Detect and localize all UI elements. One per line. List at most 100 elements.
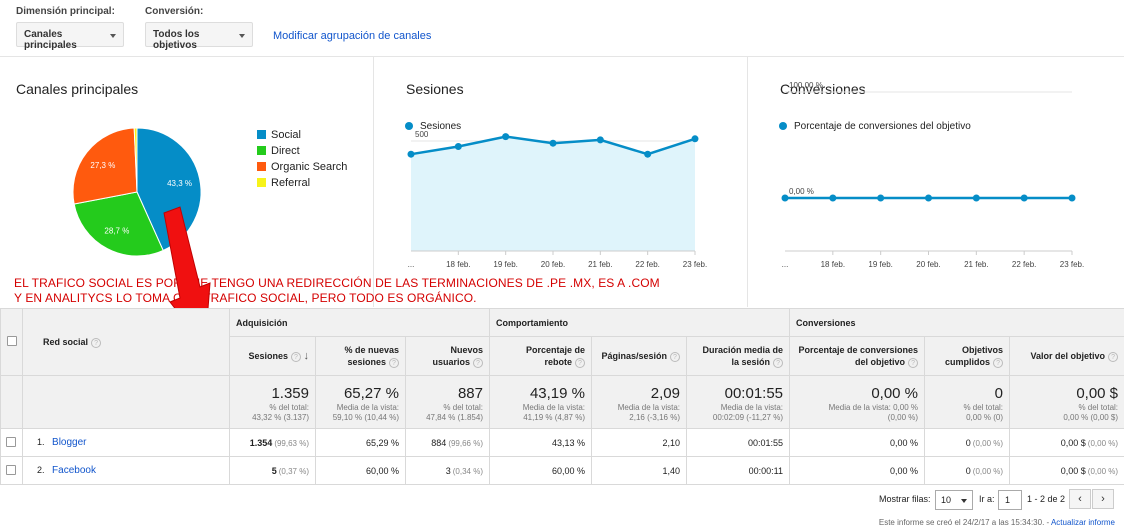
help-icon[interactable]: ? bbox=[91, 337, 102, 348]
pie-title: Canales principales bbox=[16, 81, 139, 97]
col-header-label: % de nuevas sesiones bbox=[344, 345, 399, 367]
series-point bbox=[596, 136, 604, 144]
sessions-series-label[interactable]: Sesiones bbox=[405, 121, 461, 132]
legend-label: Direct bbox=[271, 145, 300, 157]
select-all-checkbox[interactable] bbox=[7, 335, 17, 346]
legend-label: Social bbox=[271, 129, 301, 141]
pie-slice bbox=[73, 191, 164, 257]
row-name-link[interactable]: Blogger bbox=[52, 437, 87, 448]
legend-item-organic[interactable]: Organic Search bbox=[257, 161, 347, 173]
next-page-button[interactable]: › bbox=[1092, 489, 1114, 509]
col-header-new-users[interactable]: Nuevos usuarios? bbox=[405, 336, 490, 376]
conversion-dropdown[interactable]: Todos los objetivos bbox=[145, 22, 253, 51]
row-name-link[interactable]: Facebook bbox=[52, 465, 96, 476]
page-range: 1 - 2 de 2 bbox=[1027, 494, 1066, 504]
help-icon[interactable]: ? bbox=[1108, 351, 1119, 362]
total-cell: 00:01:55 Media de la vista: 00:02:09 (-11,… bbox=[685, 375, 791, 429]
cell-sessions: 5 (0,37 %) bbox=[229, 456, 316, 485]
cell-new-sessions: 65,29 % bbox=[315, 428, 406, 457]
total-sub: Media de la vista: bbox=[522, 403, 585, 412]
row-checkbox[interactable] bbox=[6, 436, 16, 447]
select-all-cell bbox=[0, 308, 23, 376]
x-tick-label: 18 feb. bbox=[821, 260, 845, 269]
total-value: 887 bbox=[457, 385, 483, 402]
help-icon[interactable]: ? bbox=[290, 351, 301, 362]
total-sub: (0,00 %) bbox=[887, 413, 919, 422]
legend-item-direct[interactable]: Direct bbox=[257, 145, 300, 157]
col-header-new-sessions[interactable]: % de nuevas sesiones? bbox=[315, 336, 406, 376]
rows-select[interactable]: 10 bbox=[935, 490, 973, 510]
legend-item-referral[interactable]: Referral bbox=[257, 177, 310, 189]
cell-pages: 1,40 bbox=[591, 456, 687, 485]
annotation-line-1: EL TRAFICO SOCIAL ES PORQUE TENGO UNA RE… bbox=[14, 276, 660, 290]
cell-value: 5 bbox=[271, 465, 277, 476]
cell-value: 3 bbox=[445, 465, 451, 476]
x-tick-label: 22 feb. bbox=[1012, 260, 1036, 269]
totals-blank bbox=[22, 375, 230, 429]
legend-label: Referral bbox=[271, 177, 311, 189]
pie-slice-label: 28,7 % bbox=[104, 227, 129, 236]
annotation-line-2: Y EN ANALITYCS LO TOMA CON TRAFICO SOCIA… bbox=[14, 291, 477, 305]
total-sub: % del total: bbox=[443, 403, 483, 412]
col-header-pages[interactable]: Páginas/sesión? bbox=[591, 336, 687, 376]
dimension-header[interactable]: Red social? bbox=[22, 308, 230, 376]
help-icon[interactable]: ? bbox=[670, 351, 680, 362]
chevron-down-icon bbox=[239, 34, 245, 38]
modify-grouping-link[interactable]: Modificar agrupación de canales bbox=[273, 30, 432, 42]
col-header-duration[interactable]: Duración media de la sesión? bbox=[685, 336, 791, 376]
col-header-goals[interactable]: Objetivos cumplidos? bbox=[924, 336, 1011, 376]
help-icon[interactable]: ? bbox=[993, 357, 1004, 368]
row-index: 1. bbox=[37, 437, 45, 447]
help-icon[interactable]: ? bbox=[908, 357, 919, 368]
pie-slice-label: 43,3 % bbox=[167, 179, 192, 188]
total-value: 0,00 % bbox=[871, 385, 919, 402]
legend-item-social[interactable]: Social bbox=[257, 129, 301, 141]
col-header-bounce[interactable]: Porcentaje de rebote? bbox=[489, 336, 592, 376]
x-tick-label: 21 feb. bbox=[588, 260, 612, 269]
total-sub: 43,32 % (3.137) bbox=[252, 413, 309, 422]
row-checkbox[interactable] bbox=[6, 464, 16, 475]
report-note: Este informe se creó el 24/2/17 a las 15… bbox=[878, 518, 1050, 527]
total-sub: Media de la vista: bbox=[720, 403, 784, 412]
col-header-conv-rate[interactable]: Porcentaje de conversiones del objetivo? bbox=[789, 336, 926, 376]
group-header-acquisition: Adquisición bbox=[229, 308, 490, 337]
cell-pct: (0,37 %) bbox=[278, 466, 309, 476]
col-header-sessions[interactable]: Sesiones? ↓ bbox=[229, 336, 316, 376]
conversions-chart: 100,00 % 0,00 %... 18 feb. 19 feb. 20 feb. 21… bbox=[781, 81, 1084, 269]
total-sub: 00:02:09 (-11,27 %) bbox=[712, 413, 784, 422]
primary-dimension-label: Dimensión principal: bbox=[16, 6, 115, 17]
legend-swatch bbox=[257, 162, 266, 171]
cell-value: 0 bbox=[965, 437, 971, 448]
prev-page-button[interactable]: ‹ bbox=[1069, 489, 1091, 509]
col-header-goal-value[interactable]: Valor del objetivo? bbox=[1009, 336, 1124, 376]
col-header-label: Sesiones bbox=[248, 351, 288, 361]
cell-goal-value: 0,00 $ (0,00 %) bbox=[1009, 428, 1124, 457]
row-dimension: 2. Facebook bbox=[22, 456, 230, 485]
rows-label: Mostrar filas: bbox=[879, 494, 931, 504]
help-icon[interactable]: ? bbox=[575, 357, 585, 368]
x-tick-label: 23 feb. bbox=[1060, 260, 1084, 269]
y-tick-label: 100,00 % bbox=[789, 81, 823, 90]
refresh-report-link[interactable]: Actualizar informe bbox=[1050, 518, 1115, 527]
group-header-behavior: Comportamiento bbox=[488, 308, 791, 337]
total-sub: % del total: bbox=[963, 403, 1004, 412]
help-icon[interactable]: ? bbox=[773, 357, 784, 368]
cell-pct: (99,66 %) bbox=[448, 438, 483, 448]
cell-pct: (0,00 %) bbox=[972, 438, 1004, 448]
annotation-text: EL TRAFICO SOCIAL ES PORQUE TENGO UNA RE… bbox=[14, 276, 660, 306]
help-icon[interactable]: ? bbox=[389, 357, 399, 368]
conversions-series-label[interactable]: Porcentaje de conversiones del objetivo bbox=[779, 121, 971, 132]
cell-value: 884 bbox=[431, 437, 447, 448]
legend-swatch bbox=[257, 130, 266, 139]
series-dot-icon bbox=[779, 122, 787, 130]
help-icon[interactable]: ? bbox=[473, 357, 483, 368]
primary-dimension-dropdown[interactable]: Canales principales bbox=[16, 22, 124, 51]
sort-arrow-down-icon[interactable]: ↓ bbox=[303, 350, 310, 362]
cell-value: 0 bbox=[965, 465, 971, 476]
total-sub: Media de la vista: bbox=[617, 403, 680, 412]
x-tick-label: 20 feb. bbox=[916, 260, 940, 269]
goto-input[interactable]: 1 bbox=[998, 490, 1022, 510]
legend-swatch bbox=[257, 178, 266, 187]
legend-label: Organic Search bbox=[271, 161, 348, 173]
col-header-label: Páginas/sesión bbox=[601, 351, 667, 361]
